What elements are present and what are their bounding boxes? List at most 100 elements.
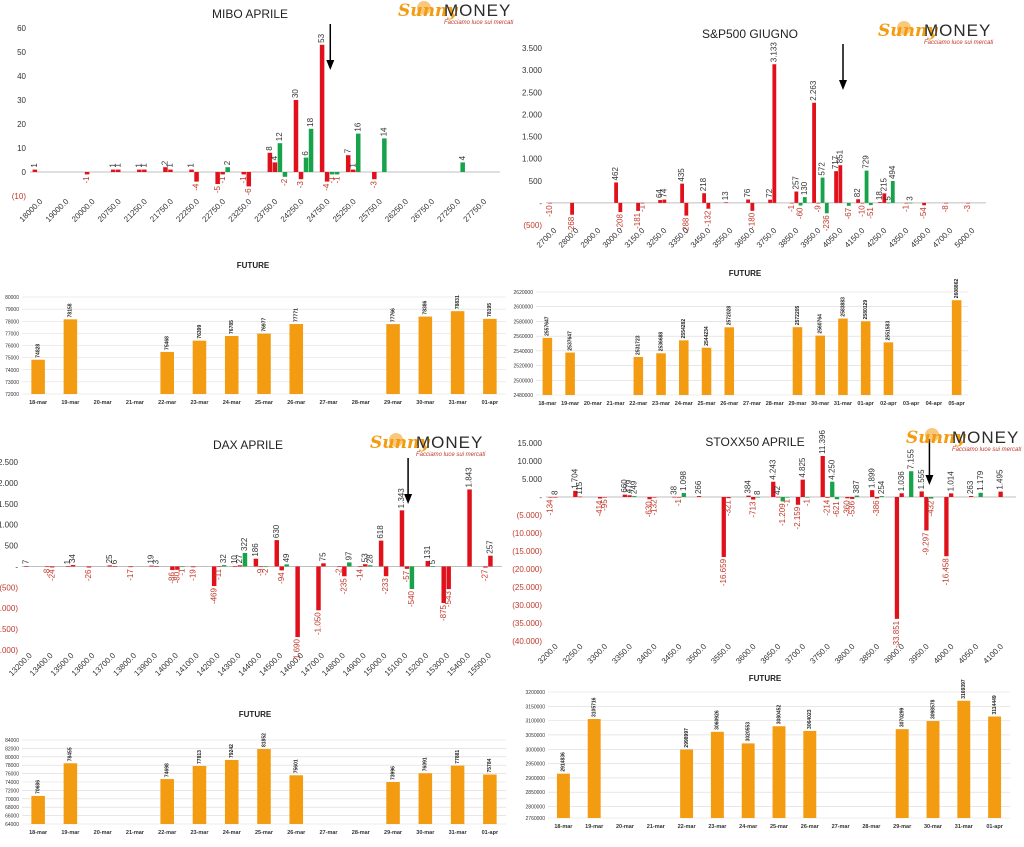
- data-label: 1.704: [570, 468, 579, 489]
- data-label: 218: [699, 177, 708, 191]
- future-value-label: 74698: [165, 763, 171, 777]
- bar: [142, 169, 147, 172]
- y-tick-label: 50: [17, 48, 26, 57]
- data-label: 131: [423, 545, 432, 559]
- bar: [189, 169, 194, 172]
- data-label: 115: [575, 481, 584, 494]
- data-label: 6: [110, 559, 119, 564]
- y-tick-label: 3050000: [526, 733, 546, 739]
- future-bar: [710, 731, 724, 818]
- y-tick-label: 2520000: [514, 364, 534, 370]
- x-tick-label: 29-mar: [384, 830, 403, 836]
- y-tick-label: 2480000: [514, 393, 534, 399]
- data-label: 572: [818, 162, 827, 176]
- future-bar: [224, 759, 239, 824]
- chart-title: FUTURE: [729, 269, 762, 278]
- data-label: 322: [240, 537, 249, 551]
- data-label: -27: [481, 569, 490, 581]
- y-tick-label: (25.000): [512, 583, 542, 592]
- y-tick-label: 80000: [5, 755, 19, 761]
- logo-text-money: MONEY: [924, 21, 991, 40]
- future-bar: [838, 318, 848, 395]
- bar: [378, 540, 384, 567]
- future-bar: [386, 782, 400, 824]
- bar: [680, 183, 685, 203]
- data-label: -94: [277, 572, 286, 584]
- x-tick-label: 4000.0: [932, 642, 956, 666]
- x-tick-label: 27-mar: [320, 830, 339, 836]
- bar: [553, 496, 558, 498]
- data-label: 1: [108, 163, 117, 168]
- bar: [924, 497, 929, 531]
- y-tick-label: 74000: [5, 368, 19, 374]
- x-tick-label: 28-mar: [352, 400, 371, 406]
- future-value-label: 2537647: [567, 331, 573, 351]
- data-label: 19: [147, 554, 156, 563]
- y-tick-label: 64000: [5, 822, 19, 828]
- x-tick-label: 4100.0: [981, 642, 1005, 666]
- data-label: -95: [600, 499, 609, 511]
- data-label: 263: [966, 480, 975, 494]
- chart-dax: DAX APRILE (2.000) (1.500) (1.000) (500) - 500…: [0, 438, 502, 678]
- x-tick-label: 26-mar: [801, 824, 820, 830]
- x-tick-label: 20-mar: [616, 824, 635, 830]
- bar: [163, 167, 168, 172]
- data-label: -2: [261, 568, 270, 576]
- future-bar: [988, 716, 1002, 818]
- bar: [622, 494, 627, 497]
- x-tick-label: 4250.0: [865, 226, 889, 250]
- x-tick-label: 18-mar: [538, 401, 557, 407]
- bar: [750, 202, 755, 211]
- bar: [802, 197, 807, 203]
- x-tick-label: 27250.0: [435, 197, 462, 224]
- bar: [647, 497, 652, 500]
- bar: [878, 202, 883, 203]
- data-label: 72: [765, 188, 774, 197]
- x-tick-label: 01-apr: [482, 400, 499, 406]
- bar: [602, 497, 607, 498]
- x-tick-label: 3550.0: [711, 226, 735, 250]
- future-bar: [31, 359, 45, 394]
- y-tick-label: 3150000: [526, 704, 546, 710]
- future-bar: [31, 795, 45, 824]
- data-label: 10: [230, 555, 239, 564]
- chart-dax_future: FUTURE 64000 66000 68000 70000 72000 74000 7600…: [5, 710, 506, 836]
- bar: [367, 565, 373, 567]
- bar: [253, 558, 259, 567]
- bar: [316, 566, 321, 611]
- y-tick-label: 84000: [5, 738, 19, 744]
- x-tick-label: 3750.0: [808, 642, 832, 666]
- x-tick-label: 25750.0: [357, 197, 384, 224]
- future-value-label: 73996: [390, 766, 396, 780]
- chart-title: S&P500 GIUGNO: [702, 27, 798, 41]
- bar: [882, 193, 887, 203]
- y-tick-label: 2950000: [526, 762, 546, 768]
- bar: [215, 172, 220, 184]
- data-label: 38: [669, 485, 678, 494]
- future-value-label: 78455: [68, 747, 74, 761]
- future-value-label: 3098578: [930, 699, 936, 719]
- y-tick-label: (5.000): [517, 511, 543, 520]
- x-tick-label: 4350.0: [887, 226, 911, 250]
- bar: [194, 172, 199, 182]
- bar: [347, 562, 352, 567]
- bar: [358, 566, 363, 568]
- bar: [724, 202, 729, 203]
- bar: [868, 202, 873, 206]
- x-tick-label: 22250.0: [174, 197, 201, 224]
- x-tick-label: 5000.0: [953, 226, 977, 250]
- x-tick-label: 26-mar: [720, 401, 739, 407]
- bar: [755, 496, 761, 498]
- future-value-label: 2580129: [863, 300, 869, 320]
- x-tick-label: 31-mar: [449, 830, 468, 836]
- data-label: -60: [796, 207, 805, 219]
- data-label: -8: [42, 568, 51, 576]
- data-label: 435: [677, 168, 686, 182]
- bar: [548, 497, 553, 498]
- data-label: -1: [177, 568, 186, 576]
- bar: [154, 566, 159, 567]
- data-label: -1: [82, 176, 91, 184]
- x-tick-label: 3700.0: [783, 642, 807, 666]
